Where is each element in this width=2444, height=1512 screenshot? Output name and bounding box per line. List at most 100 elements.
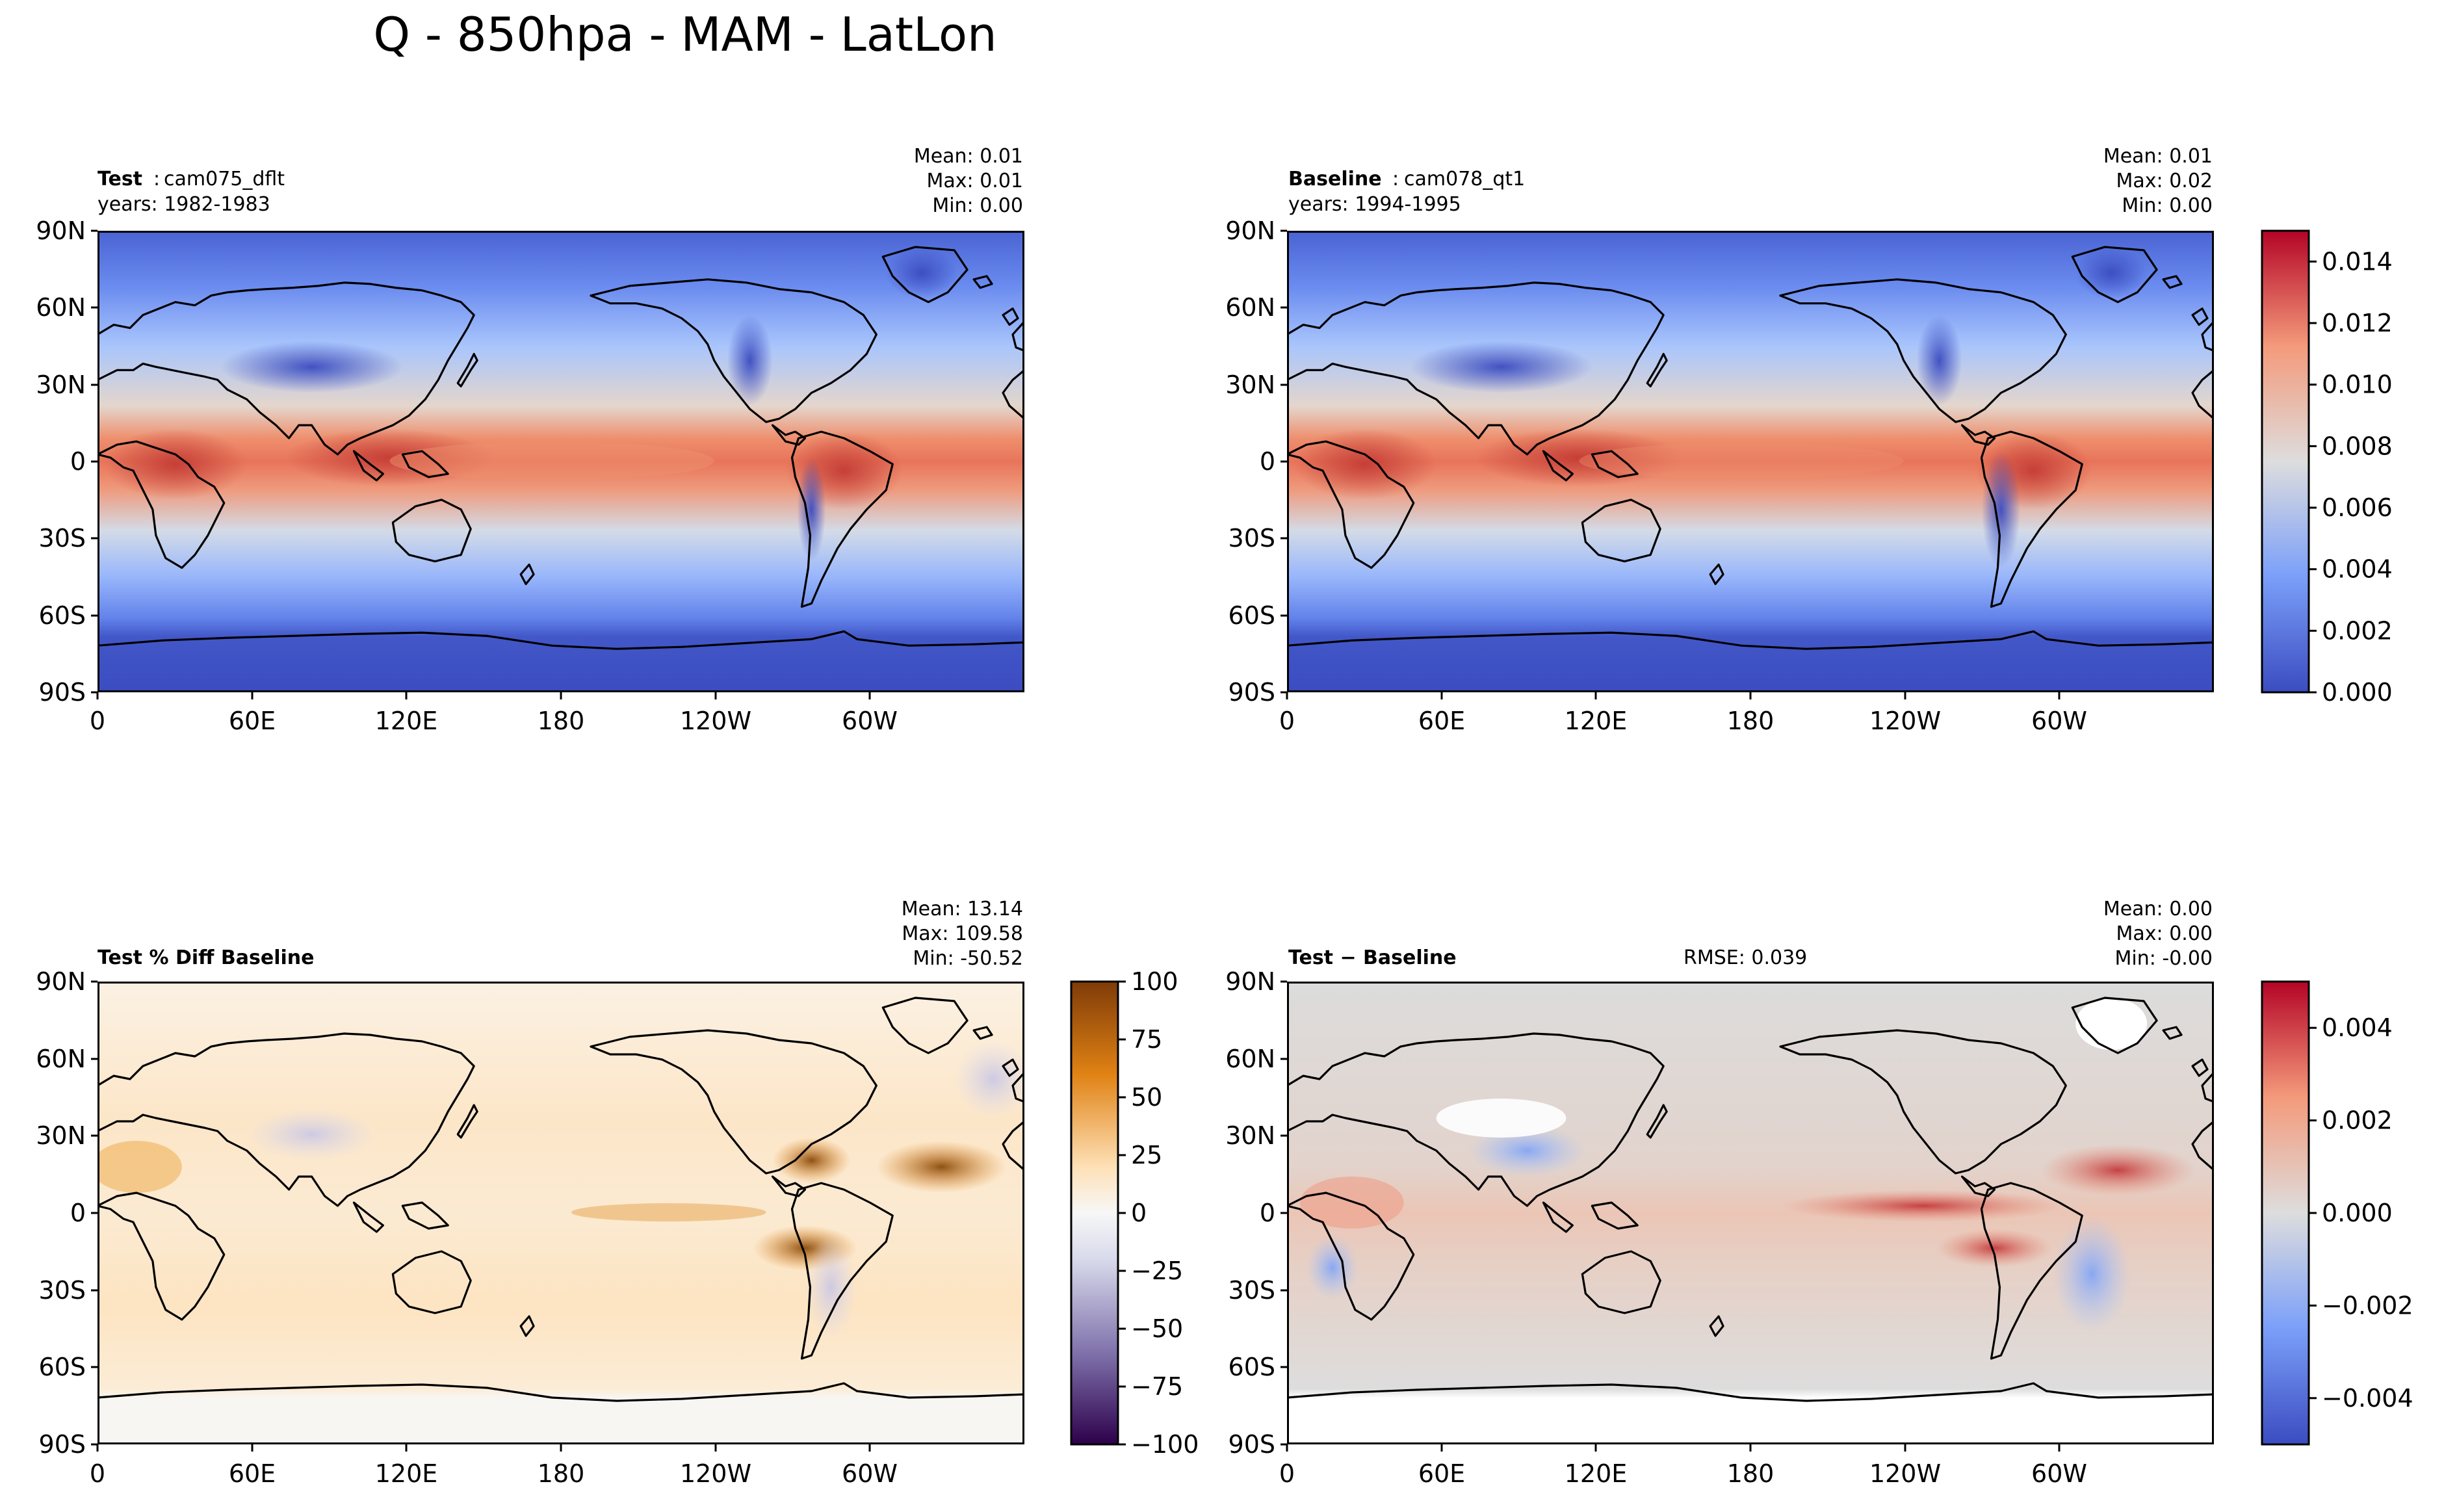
baseline-colorbar-label: 0.000 — [2322, 678, 2393, 707]
baseline-years: years: 1994-1995 — [1288, 193, 1461, 216]
test-ytick: 30N — [36, 371, 86, 399]
pctdiff-colorbar-label: 100 — [1131, 967, 1178, 996]
test-axis-ticks — [91, 229, 871, 699]
absdiff-xtick: 120E — [1565, 1459, 1628, 1488]
test-xtick: 0 — [90, 707, 105, 735]
pctdiff-colorbar-label: −75 — [1131, 1372, 1183, 1401]
pctdiff-colorbar-label: 50 — [1131, 1083, 1162, 1112]
absdiff-max: Max: 0.00 — [2116, 922, 2213, 945]
test-xtick: 60E — [229, 707, 276, 735]
test-xtick: 120W — [680, 707, 751, 735]
absdiff-ytick: 60N — [1225, 1045, 1275, 1073]
absdiff-colorbar-label: 0.004 — [2322, 1013, 2393, 1042]
absdiff-ytick: 30S — [1228, 1276, 1275, 1305]
baseline-colorbar-label: 0.012 — [2322, 309, 2393, 337]
test-map — [98, 231, 1024, 692]
absdiff-ytick: 60S — [1228, 1353, 1275, 1381]
absdiff-colorbar-ticks: −0.004 −0.002 0.000 0.002 0.004 — [2309, 1013, 2413, 1413]
pctdiff-min: Min: -50.52 — [913, 947, 1023, 970]
absdiff-xtick: 60E — [1418, 1459, 1465, 1488]
absdiff-rmse: RMSE: 0.039 — [1684, 946, 1807, 969]
absdiff-title: Test − Baseline — [1288, 946, 1457, 969]
baseline-ytick: 60S — [1228, 601, 1275, 630]
panel-pct-diff: Test % Diff Baseline Mean: 13.14 Max: 10… — [36, 898, 1199, 1488]
absdiff-colorbar-label: 0.000 — [2322, 1199, 2393, 1227]
baseline-xtick: 0 — [1279, 707, 1295, 735]
pctdiff-colorbar-label: 0 — [1131, 1199, 1147, 1227]
absdiff-map — [1287, 982, 2214, 1444]
test-years: years: 1982-1983 — [98, 193, 270, 216]
absdiff-mean: Mean: 0.00 — [2103, 898, 2213, 920]
pctdiff-ytick: 90S — [39, 1430, 86, 1459]
pctdiff-xtick: 0 — [90, 1459, 105, 1488]
pctdiff-colorbar-label: 25 — [1131, 1141, 1162, 1169]
absdiff-colorbar-label: −0.002 — [2322, 1291, 2413, 1320]
absdiff-ytick: 0 — [1260, 1199, 1275, 1227]
pctdiff-xtick: 120W — [680, 1459, 751, 1488]
baseline-ytick: 30S — [1228, 524, 1275, 553]
test-max: Max: 0.01 — [927, 170, 1023, 192]
baseline-colorbar-label: 0.014 — [2322, 247, 2393, 276]
absdiff-colorbar-label: −0.004 — [2322, 1384, 2413, 1413]
test-ytick: 0 — [70, 447, 86, 476]
baseline-colorbar: 0.000 0.002 0.004 0.006 0.008 0.010 0.012 0.014 — [2261, 229, 2393, 707]
baseline-ytick: 60N — [1225, 293, 1275, 322]
absdiff-colorbar: −0.004 −0.002 0.000 0.002 0.004 — [2261, 980, 2413, 1446]
baseline-title-bold: Baseline — [1288, 168, 1382, 190]
test-xtick: 120E — [375, 707, 438, 735]
pctdiff-ytick: 90N — [36, 967, 86, 996]
baseline-colon: : — [1392, 168, 1399, 190]
test-ytick: 90N — [36, 216, 86, 245]
baseline-colorbar-ticks: 0.000 0.002 0.004 0.006 0.008 0.010 0.012 0.014 — [2309, 247, 2393, 707]
absdiff-xtick: 0 — [1279, 1459, 1295, 1488]
test-ytick: 30S — [39, 524, 86, 553]
pctdiff-xtick: 60E — [229, 1459, 276, 1488]
baseline-min: Min: 0.00 — [2122, 194, 2213, 217]
baseline-ytick: 30N — [1225, 371, 1275, 399]
absdiff-min: Min: -0.00 — [2115, 947, 2213, 970]
baseline-ytick: 90S — [1228, 678, 1275, 707]
baseline-colorbar-label: 0.004 — [2322, 555, 2393, 584]
baseline-axis-ticks — [1280, 229, 2060, 699]
baseline-max: Max: 0.02 — [2116, 170, 2213, 192]
absdiff-xtick: 120W — [1869, 1459, 1941, 1488]
test-ytick: 60N — [36, 293, 86, 322]
pctdiff-xtick: 180 — [538, 1459, 585, 1488]
pctdiff-colorbar-label: −50 — [1131, 1314, 1183, 1343]
figure-title: Q - 850hpa - MAM - LatLon — [373, 7, 996, 62]
absdiff-xtick: 60W — [2031, 1459, 2087, 1488]
pctdiff-colorbar: −100 −75 −50 −25 0 25 50 75 100 — [1070, 967, 1199, 1459]
baseline-colorbar-label: 0.006 — [2322, 493, 2393, 522]
absdiff-ytick: 90N — [1225, 967, 1275, 996]
baseline-xtick: 120W — [1869, 707, 1941, 735]
pctdiff-max: Max: 109.58 — [902, 922, 1023, 945]
pctdiff-colorbar-label: −100 — [1131, 1430, 1199, 1459]
baseline-xtick: 60E — [1418, 707, 1465, 735]
pctdiff-title: Test % Diff Baseline — [98, 946, 315, 969]
baseline-xtick: 180 — [1727, 707, 1774, 735]
test-min: Min: 0.00 — [932, 194, 1023, 217]
panel-test: Test cam075_dflt : years: 1982-1983 Mean… — [36, 145, 1024, 735]
absdiff-ytick: 90S — [1228, 1430, 1275, 1459]
test-title-rest: cam075_dflt — [164, 168, 285, 190]
test-title-bold: Test — [98, 168, 142, 190]
baseline-colorbar-label: 0.002 — [2322, 616, 2393, 645]
pctdiff-colorbar-label: −25 — [1131, 1257, 1183, 1285]
absdiff-ytick: 30N — [1225, 1121, 1275, 1150]
panel-baseline: Baseline : cam078_qt1 years: 1994-1995 M… — [1225, 145, 2393, 735]
pctdiff-axis-ticks — [91, 980, 871, 1452]
absdiff-xtick: 180 — [1727, 1459, 1774, 1488]
test-mean: Mean: 0.01 — [914, 145, 1023, 168]
baseline-xtick: 120E — [1565, 707, 1628, 735]
pctdiff-ytick: 0 — [70, 1199, 86, 1227]
baseline-xtick: 60W — [2031, 707, 2087, 735]
absdiff-axis-ticks — [1280, 980, 2060, 1452]
test-ytick: 90S — [39, 678, 86, 707]
test-ytick: 60S — [39, 601, 86, 630]
pctdiff-mean: Mean: 13.14 — [902, 898, 1023, 920]
pctdiff-xtick: 120E — [375, 1459, 438, 1488]
pctdiff-ytick: 60N — [36, 1045, 86, 1073]
test-colon: : — [153, 168, 160, 190]
pctdiff-colorbar-label: 75 — [1131, 1025, 1162, 1054]
test-xtick: 60W — [842, 707, 898, 735]
